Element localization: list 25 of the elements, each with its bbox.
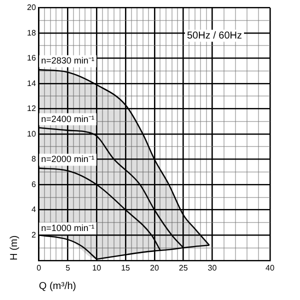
annotation: 50Hz / 60Hz	[186, 30, 242, 42]
x-tick-label: 25	[178, 263, 188, 272]
x-tick-label: 15	[121, 263, 131, 272]
y-axis-title: H (m)	[8, 235, 20, 260]
x-tick-label: 10	[92, 263, 102, 272]
x-tick-label: 20	[150, 263, 160, 272]
x-axis-title: Q (m³/h)	[38, 280, 76, 292]
series-label: n=2000 min⁻¹	[41, 154, 94, 164]
y-tick-label: 2	[31, 230, 36, 240]
y-tick-label: 6	[31, 180, 36, 189]
y-tick-label: 16	[26, 54, 36, 63]
x-tick-label: 40	[266, 263, 275, 272]
y-tick-label: 4	[31, 205, 36, 214]
y-tick-label: 20	[26, 3, 36, 12]
x-tick-label: 5	[66, 263, 71, 272]
x-tick-label: 0	[36, 263, 42, 272]
y-tick-label: 10	[26, 129, 36, 138]
series-label: n=2400 min⁻¹	[41, 114, 94, 124]
series-label: n=1000 min⁻¹	[41, 223, 94, 234]
y-tick-label: 18	[26, 28, 36, 38]
y-tick-label: 14	[26, 78, 36, 88]
x-tick-label: 30	[208, 263, 218, 272]
y-tick-label: 8	[31, 154, 36, 164]
series-label: n=2830 min⁻¹	[41, 56, 94, 66]
y-tick-label: 12	[26, 104, 36, 114]
